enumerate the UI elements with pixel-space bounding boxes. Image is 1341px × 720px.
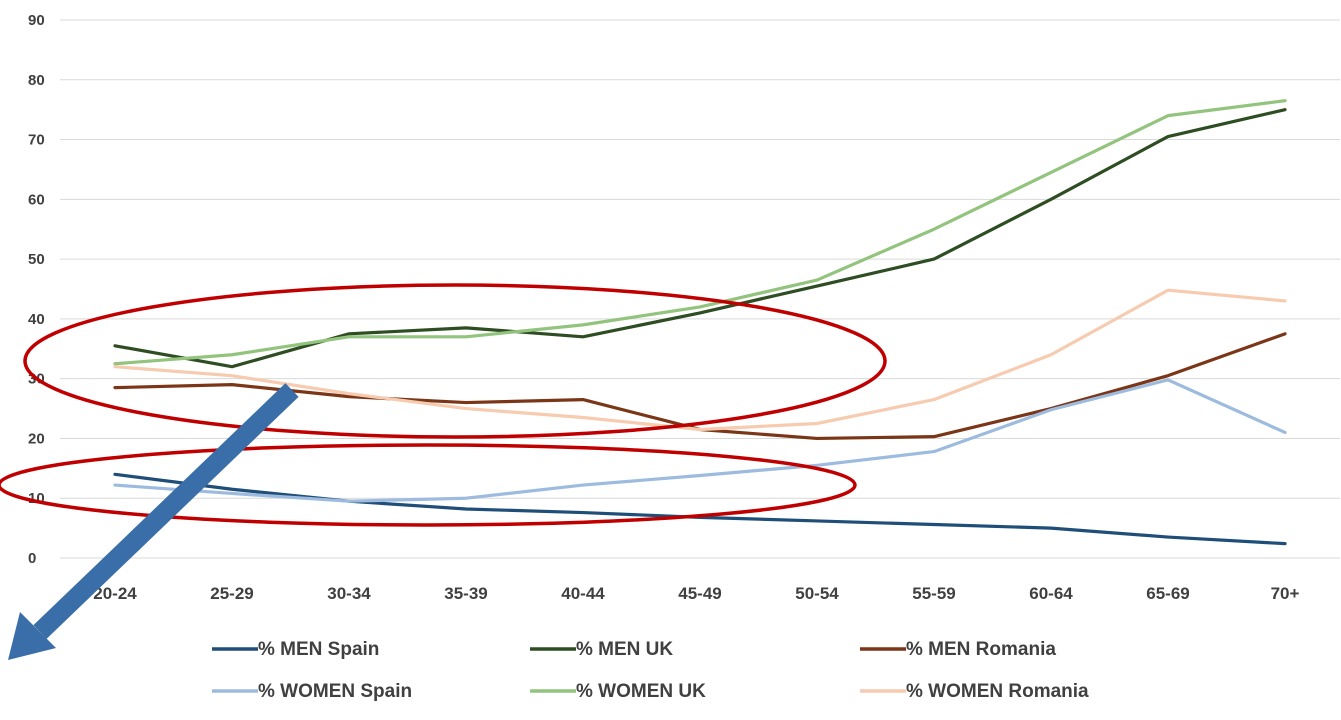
annotation-arrow-shaft	[33, 383, 299, 639]
y-tick-label: 90	[28, 12, 45, 29]
x-tick-label: 20-24	[93, 584, 137, 603]
y-tick-label: 60	[28, 191, 45, 208]
series-line-4	[113, 99, 1287, 366]
x-tick-label: 35-39	[444, 584, 487, 603]
y-tick-label: 70	[28, 132, 45, 149]
y-tick-label: 0	[28, 550, 36, 567]
x-axis: 20-24 25-29 30-34 35-39 40-44 45-49 50-54 55-59…	[93, 584, 1299, 603]
series-line-5	[113, 288, 1287, 432]
x-tick-label: 60-64	[1029, 584, 1073, 603]
legend-label: % MEN UK	[576, 639, 673, 660]
x-tick-label: 25-29	[210, 584, 253, 603]
highlight-ellipse-upper	[23, 283, 887, 439]
x-tick-label: 30-34	[327, 584, 371, 603]
y-tick-label: 50	[28, 251, 45, 268]
series-line-1	[113, 108, 1287, 369]
y-tick-label: 80	[28, 72, 45, 89]
x-tick-label: 50-54	[795, 584, 839, 603]
y-tick-label: 40	[28, 311, 45, 328]
highlight-ellipse-lower	[0, 443, 857, 527]
series-line-3	[113, 378, 1287, 503]
legend-label: % WOMEN UK	[576, 681, 706, 702]
legend: % MEN Spain % MEN UK % MEN Romania % WOMEN …	[212, 639, 1089, 702]
annotations	[0, 283, 887, 660]
grid	[60, 19, 1340, 559]
legend-label: % WOMEN Romania	[906, 681, 1089, 702]
annotation-arrow-head	[8, 612, 56, 660]
x-tick-label: 55-59	[912, 584, 955, 603]
x-tick-label: 40-44	[561, 584, 605, 603]
series-line-0	[113, 472, 1287, 546]
legend-label: % MEN Spain	[258, 639, 379, 660]
x-tick-label: 45-49	[678, 584, 721, 603]
x-tick-label: 70+	[1271, 584, 1300, 603]
series-lines	[113, 99, 1287, 546]
legend-label: % MEN Romania	[906, 639, 1056, 660]
y-tick-label: 20	[28, 430, 45, 447]
legend-label: % WOMEN Spain	[258, 681, 412, 702]
x-tick-label: 65-69	[1146, 584, 1189, 603]
